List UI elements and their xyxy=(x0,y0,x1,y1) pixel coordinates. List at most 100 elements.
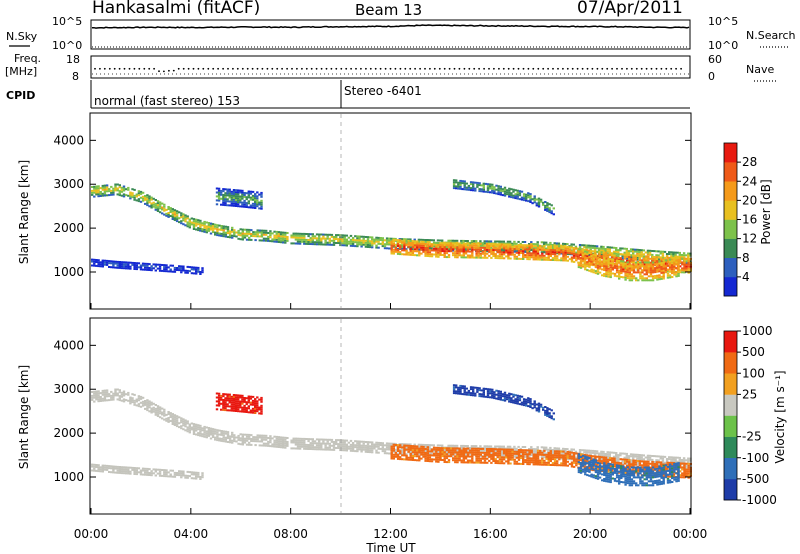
velocity-cell xyxy=(114,388,117,391)
power-cell xyxy=(207,224,211,226)
power-cell xyxy=(182,267,185,270)
power-cell xyxy=(167,208,170,210)
velocity-cell xyxy=(298,443,302,446)
velocity-cell xyxy=(399,452,402,455)
power-cell xyxy=(371,236,374,239)
power-cell xyxy=(197,270,200,273)
power-cell xyxy=(101,192,104,195)
power-cell xyxy=(394,239,398,241)
velocity-cell xyxy=(222,436,225,439)
velocity-cell xyxy=(674,458,677,461)
power-cell xyxy=(237,191,240,194)
power-cell xyxy=(426,249,429,252)
power-cell xyxy=(506,240,510,243)
power-cell xyxy=(396,245,400,247)
power-cell xyxy=(466,256,470,259)
power-cell xyxy=(651,271,655,274)
velocity-cell xyxy=(93,396,96,399)
power-cell xyxy=(553,249,557,252)
power-cell xyxy=(532,250,535,253)
power-cell xyxy=(658,270,661,273)
power-cell xyxy=(584,258,587,261)
power-cell xyxy=(430,239,433,242)
power-cell xyxy=(296,234,300,237)
velocity-cell xyxy=(309,442,312,445)
power-cell xyxy=(222,231,225,234)
power-cell xyxy=(428,249,432,252)
freq-dot xyxy=(227,67,229,70)
power-cell xyxy=(394,243,397,246)
power-cell xyxy=(441,242,444,245)
power-cell xyxy=(505,189,509,192)
power-cell xyxy=(154,206,157,209)
velocity-cell xyxy=(148,400,151,403)
velocity-cell xyxy=(453,444,457,447)
velocity-cell xyxy=(498,454,502,457)
power-cell xyxy=(171,264,174,267)
power-cell xyxy=(103,190,107,193)
power-cell xyxy=(211,229,215,232)
power-cell xyxy=(595,247,599,250)
velocity-cell xyxy=(636,461,639,464)
power-cell xyxy=(443,254,446,257)
power-cell xyxy=(201,224,204,227)
power-cell xyxy=(93,187,96,190)
velocity-cell xyxy=(305,447,308,450)
velocity-cell xyxy=(135,400,138,403)
power-cell xyxy=(341,242,344,245)
power-cell xyxy=(606,253,610,256)
velocity-cell xyxy=(186,430,189,433)
power-cell xyxy=(456,242,459,245)
power-cell xyxy=(178,211,181,214)
velocity-cell xyxy=(625,456,628,459)
velocity-cell xyxy=(112,398,115,401)
power-cell xyxy=(462,246,465,249)
power-cell xyxy=(207,226,211,228)
power-cell xyxy=(277,233,281,236)
power-cell xyxy=(675,275,678,278)
power-cell xyxy=(377,246,380,249)
power-cell xyxy=(578,244,582,246)
power-cell xyxy=(678,255,681,258)
power-cell xyxy=(635,279,638,282)
velocity-cell xyxy=(392,443,395,446)
power-cell xyxy=(604,251,608,254)
power-cell xyxy=(556,247,559,250)
power-cell xyxy=(675,271,678,274)
velocity-cell xyxy=(203,425,206,428)
power-cell xyxy=(661,254,665,257)
velocity-cell xyxy=(496,462,499,465)
power-cell xyxy=(301,240,304,243)
power-cell xyxy=(581,252,584,255)
power-cell xyxy=(349,238,353,241)
power-cell xyxy=(496,251,499,254)
power-cell xyxy=(651,250,654,252)
velocity-cell xyxy=(360,446,363,449)
power-cell xyxy=(158,211,162,214)
power-cell xyxy=(133,196,136,199)
power-cell xyxy=(457,183,460,186)
power-cell xyxy=(343,236,346,239)
power-cell xyxy=(245,202,248,205)
velocity-cell xyxy=(366,447,370,449)
velocity-cell xyxy=(648,454,652,457)
power-cell xyxy=(529,199,532,202)
power-cell xyxy=(483,248,487,251)
power-cell xyxy=(620,270,623,272)
power-cell xyxy=(568,246,572,249)
power-cell xyxy=(449,239,452,242)
power-cell xyxy=(666,256,669,259)
velocity-cell xyxy=(377,447,380,450)
power-cell xyxy=(556,249,559,252)
velocity-cell xyxy=(441,447,444,450)
power-cell xyxy=(173,215,177,218)
power-cell xyxy=(456,246,459,249)
velocity-cell xyxy=(345,443,348,446)
power-cell xyxy=(237,203,240,206)
power-cell xyxy=(520,198,524,201)
power-cell xyxy=(392,242,395,245)
power-cell xyxy=(481,244,484,247)
power-cell xyxy=(490,250,493,253)
velocity-cell xyxy=(405,443,408,446)
power-cell xyxy=(622,264,625,267)
